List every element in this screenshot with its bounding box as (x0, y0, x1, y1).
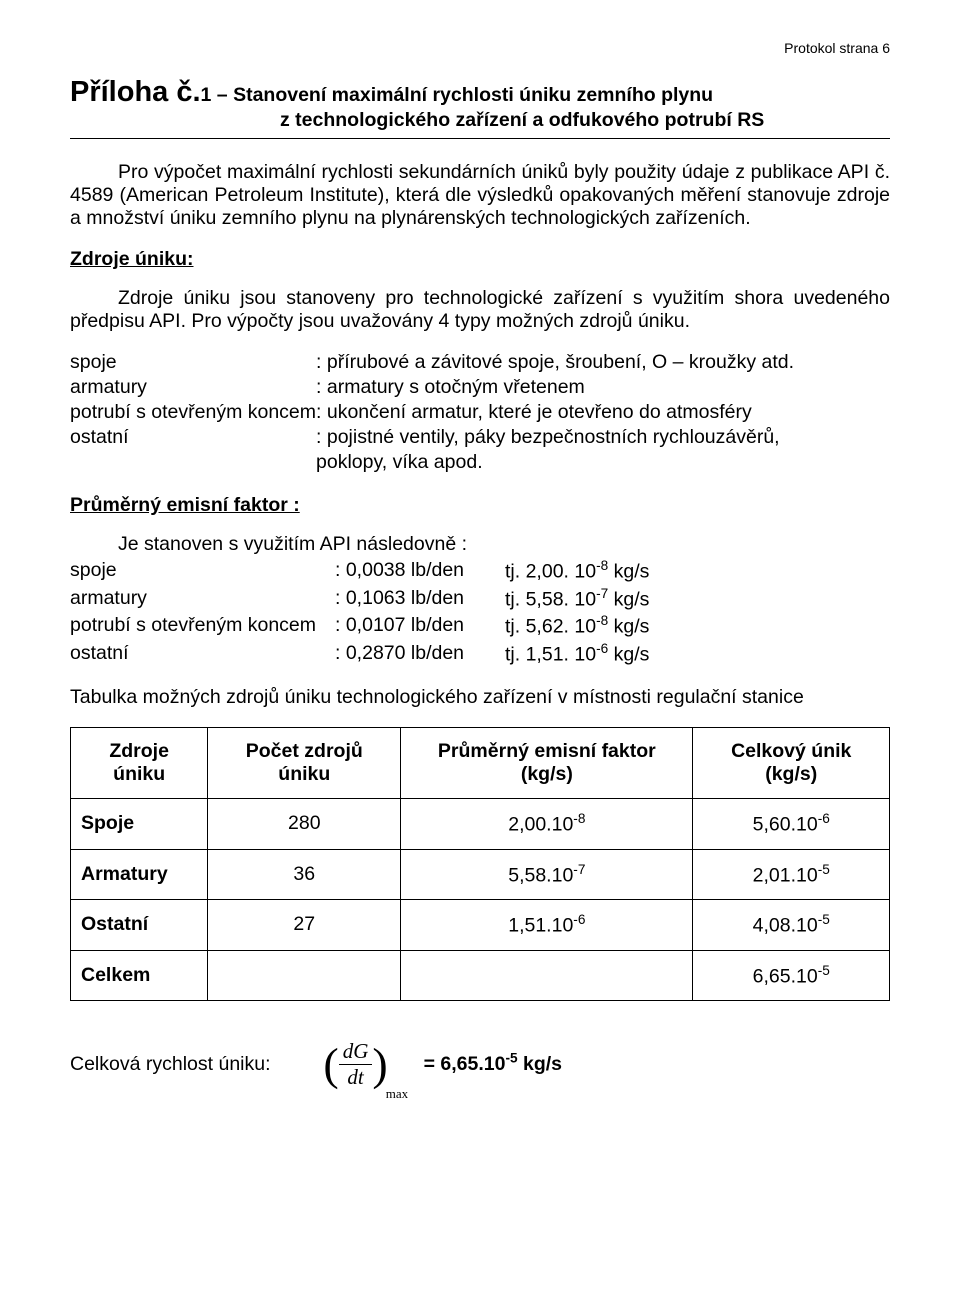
def-row: armatury : armatury s otočným vřetenem (70, 376, 794, 401)
def-desc: : ukončení armatur, které je otevřeno do… (316, 401, 794, 426)
table-header: Zdroje úniku (71, 728, 208, 799)
table-row: Spoje 280 2,00.10-8 5,60.10-6 (71, 799, 890, 850)
title-block: Příloha č.1 – Stanovení maximální rychlo… (70, 76, 890, 132)
row-factor: 2,00.10-8 (401, 799, 693, 850)
document-page: Protokol strana 6 Příloha č.1 – Stanoven… (0, 0, 960, 1128)
def-desc: poklopy, víka apod. (316, 451, 794, 476)
emission-heading: Průměrný emisní faktor : (70, 494, 890, 517)
title-main: Příloha č. (70, 76, 201, 108)
def-term: potrubí s otevřeným koncem (70, 401, 316, 426)
row-total: 2,01.10-5 (693, 849, 890, 900)
table-row: Armatury 36 5,58.10-7 2,01.10-5 (71, 849, 890, 900)
row-total: 5,60.10-6 (693, 799, 890, 850)
emis-row: armatury : 0,1063 lb/den tj. 5,58. 10-7 … (70, 586, 649, 614)
title-separator (70, 138, 890, 139)
intro-paragraph: Pro výpočet maximální rychlosti sekundár… (70, 161, 890, 230)
emis-term: spoje (70, 558, 335, 586)
def-desc: : pojistné ventily, páky bezpečnostních … (316, 426, 794, 451)
emis-lbden: : 0,0107 lb/den (335, 613, 505, 641)
table-header-row: Zdroje úniku Počet zdrojů úniku Průměrný… (71, 728, 890, 799)
emis-lbden: : 0,1063 lb/den (335, 586, 505, 614)
row-factor: 1,51.10-6 (401, 900, 693, 951)
title-sub-1: 1 – Stanovení maximální rychlosti úniku … (201, 84, 714, 106)
def-row: spoje : přírubové a závitové spoje, šrou… (70, 351, 794, 376)
emis-lbden: : 0,2870 lb/den (335, 641, 505, 669)
emis-kgs: tj. 5,62. 10-8 kg/s (505, 613, 649, 641)
sources-paragraph: Zdroje úniku jsou stanoveny pro technolo… (70, 287, 890, 333)
def-row: potrubí s otevřeným koncem : ukončení ar… (70, 401, 794, 426)
row-label: Ostatní (71, 900, 208, 951)
row-factor (401, 950, 693, 1001)
emis-term: armatury (70, 586, 335, 614)
row-total: 4,08.10-5 (693, 900, 890, 951)
def-term (70, 451, 316, 476)
def-row: poklopy, víka apod. (70, 451, 794, 476)
row-count: 36 (208, 849, 401, 900)
emission-factors: spoje : 0,0038 lb/den tj. 2,00. 10-8 kg/… (70, 558, 649, 668)
row-count: 280 (208, 799, 401, 850)
page-header: Protokol strana 6 (70, 40, 890, 56)
emis-kgs: tj. 1,51. 10-6 kg/s (505, 641, 649, 669)
emis-kgs: tj. 2,00. 10-8 kg/s (505, 558, 649, 586)
row-count (208, 950, 401, 1001)
leak-sources-table: Zdroje úniku Počet zdrojů úniku Průměrný… (70, 727, 890, 1001)
def-term: spoje (70, 351, 316, 376)
emis-term: ostatní (70, 641, 335, 669)
row-total: 6,65.10-5 (693, 950, 890, 1001)
table-header: Průměrný emisní faktor (kg/s) (401, 728, 693, 799)
formula-dgdt: (dGdt)max (323, 1041, 410, 1088)
table-row: Ostatní 27 1,51.10-6 4,08.10-5 (71, 900, 890, 951)
row-label: Spoje (71, 799, 208, 850)
emis-row: ostatní : 0,2870 lb/den tj. 1,51. 10-6 k… (70, 641, 649, 669)
row-label: Armatury (71, 849, 208, 900)
emis-term: potrubí s otevřeným koncem (70, 613, 335, 641)
table-row-total: Celkem 6,65.10-5 (71, 950, 890, 1001)
source-definitions: spoje : přírubové a závitové spoje, šrou… (70, 351, 794, 476)
table-header: Celkový únik (kg/s) (693, 728, 890, 799)
def-term: ostatní (70, 426, 316, 451)
row-label: Celkem (71, 950, 208, 1001)
emis-row: spoje : 0,0038 lb/den tj. 2,00. 10-8 kg/… (70, 558, 649, 586)
title-sub-2: z technologického zařízení a odfukového … (280, 109, 890, 132)
row-count: 27 (208, 900, 401, 951)
def-desc: : přírubové a závitové spoje, šroubení, … (316, 351, 794, 376)
emis-kgs: tj. 5,58. 10-7 kg/s (505, 586, 649, 614)
sources-heading: Zdroje úniku: (70, 248, 890, 271)
row-factor: 5,58.10-7 (401, 849, 693, 900)
table-header: Počet zdrojů úniku (208, 728, 401, 799)
page-number-label: Protokol strana 6 (784, 40, 890, 56)
total-leak-rate: Celková rychlost úniku: (dGdt)max = 6,65… (70, 1041, 890, 1088)
emis-lbden: : 0,0038 lb/den (335, 558, 505, 586)
emis-row: potrubí s otevřeným koncem : 0,0107 lb/d… (70, 613, 649, 641)
emission-intro: Je stanoven s využitím API následovně : (70, 533, 890, 556)
table-caption: Tabulka možných zdrojů úniku technologic… (70, 686, 890, 709)
def-desc: : armatury s otočným vřetenem (316, 376, 794, 401)
def-row: ostatní : pojistné ventily, páky bezpečn… (70, 426, 794, 451)
def-term: armatury (70, 376, 316, 401)
total-result: = 6,65.10-5 kg/s (424, 1053, 562, 1075)
total-label: Celková rychlost úniku: (70, 1053, 310, 1076)
